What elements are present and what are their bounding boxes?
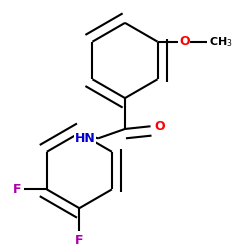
Text: O: O	[154, 120, 165, 133]
Text: F: F	[13, 183, 21, 196]
Text: CH$_3$: CH$_3$	[208, 35, 233, 48]
Text: O: O	[179, 35, 190, 48]
Text: F: F	[75, 234, 84, 247]
Text: HN: HN	[75, 132, 96, 145]
